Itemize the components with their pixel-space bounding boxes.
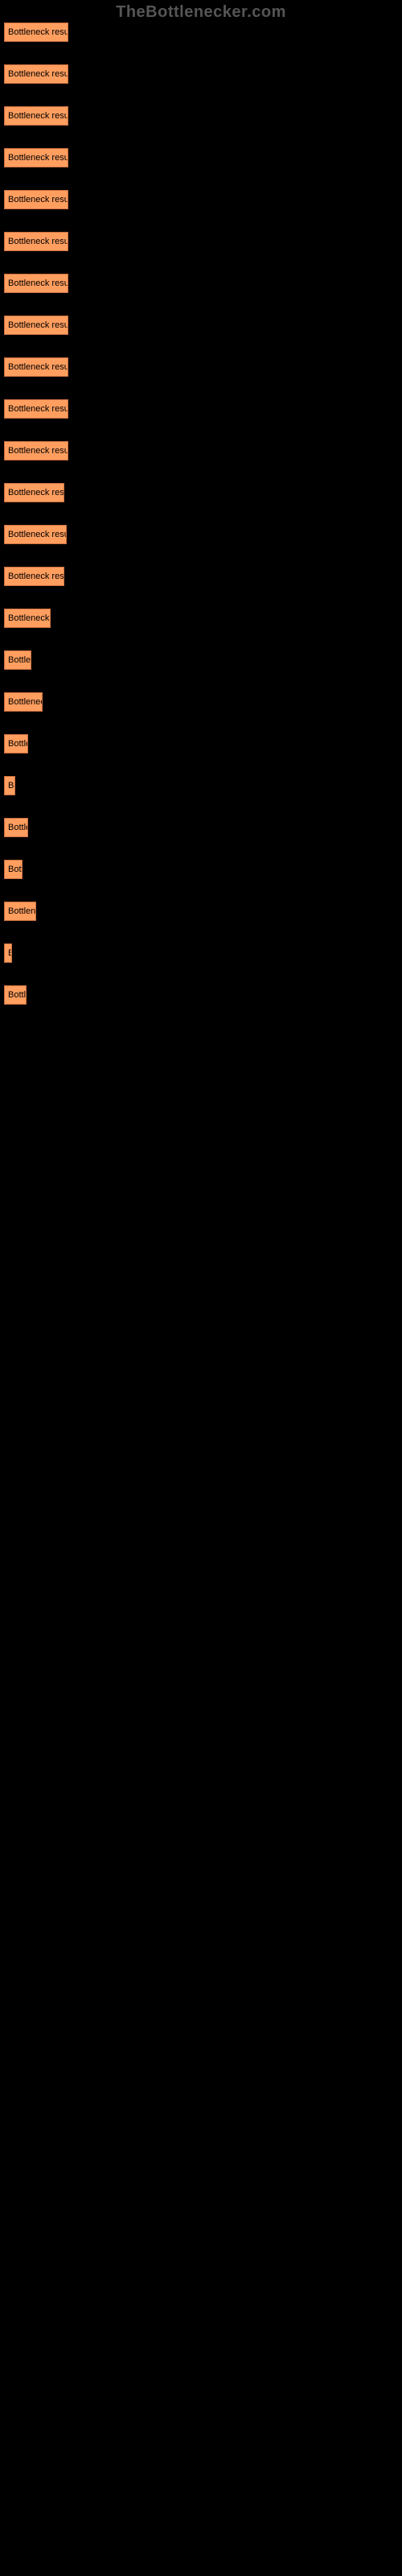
bar-label: Bottleneck result — [8, 111, 68, 121]
bar-label: Bottleneck result — [8, 27, 68, 37]
bar-row: Bottle — [4, 734, 28, 753]
bar-label: Bottleneck result — [8, 488, 64, 497]
bar-label: Bottle — [8, 823, 28, 832]
bar-row: Bottleneck result — [4, 567, 64, 586]
bar-row: Bottleneck result — [4, 399, 68, 419]
bar-label: Bottleneck r — [8, 613, 51, 623]
bar-row: Bottleneck result — [4, 441, 68, 460]
bar-row: B — [4, 943, 12, 963]
bar-label: Bottleneck result — [8, 530, 67, 539]
bar-row: Bottleneck result — [4, 64, 68, 84]
bar-row: Bottleneck result — [4, 23, 68, 42]
bar-label: Bottle — [8, 739, 28, 749]
bar-row: Bottleneck result — [4, 274, 68, 293]
bar-row: Bottleneck result — [4, 190, 68, 209]
watermark-text: TheBottlenecker.com — [116, 3, 286, 22]
bar-row: Bottleneck result — [4, 357, 68, 377]
bar-label: Bottleneck result — [8, 404, 68, 414]
bar-row: Bottlen — [4, 650, 31, 670]
bar-label: Bottleneck result — [8, 237, 68, 246]
bar-label: Bo — [8, 781, 15, 791]
bar-label: Bottlen — [8, 655, 31, 665]
bar-row: Bottleneck r — [4, 609, 51, 628]
bar-label: Bottleneck result — [8, 362, 68, 372]
bar-row: Bottle — [4, 818, 28, 837]
bar-label: Bottleneck result — [8, 69, 68, 79]
bar-label: Bottlene — [8, 906, 36, 916]
bar-label: Bottleneck — [8, 697, 43, 707]
bar-label: Bottleneck result — [8, 572, 64, 581]
bar-label: B — [8, 948, 12, 958]
bar-row: Bottlene — [4, 902, 36, 921]
bar-row: Bottleneck result — [4, 483, 64, 502]
bar-label: Bottleneck result — [8, 446, 68, 456]
bar-row: Bo — [4, 776, 15, 795]
bar-label: Bottleneck result — [8, 153, 68, 163]
bar-row: Bottle — [4, 985, 27, 1005]
bottleneck-bar-chart: Bottleneck result Bottleneck result Bottle… — [4, 23, 398, 1027]
bar-row: Bottleneck result — [4, 148, 68, 167]
bar-row: Bottleneck result — [4, 525, 67, 544]
bar-row: Bottleneck result — [4, 316, 68, 335]
bar-label: Bottleneck result — [8, 195, 68, 204]
bar-row: Bott — [4, 860, 23, 879]
bar-row: Bottleneck — [4, 692, 43, 712]
bar-label: Bottle — [8, 990, 27, 1000]
bar-label: Bottleneck result — [8, 320, 68, 330]
bar-row: Bottleneck result — [4, 106, 68, 126]
bar-label: Bott — [8, 865, 23, 874]
bar-label: Bottleneck result — [8, 279, 68, 288]
bar-row: Bottleneck result — [4, 232, 68, 251]
